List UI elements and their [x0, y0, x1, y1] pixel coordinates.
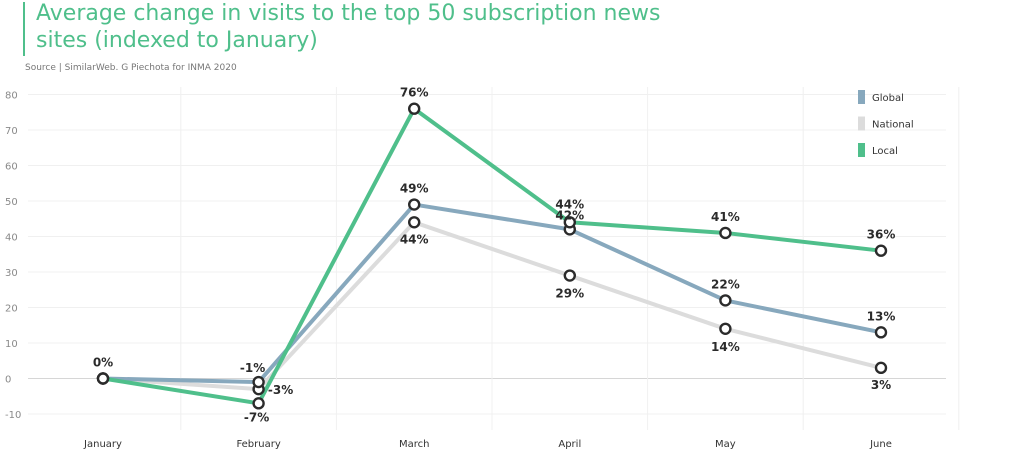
y-tick-label: 30 [5, 268, 18, 279]
series-line-global [101, 202, 883, 385]
legend-label-local: Local [872, 146, 898, 157]
data-label-global: 13% [867, 309, 896, 323]
data-point-global [874, 326, 888, 339]
data-label-local: 0% [93, 356, 113, 370]
data-points [96, 102, 888, 410]
series-lines [101, 106, 883, 406]
data-label-national: 29% [555, 287, 584, 301]
y-tick-label: 80 [5, 91, 18, 102]
source-note: Source | SimilarWeb. G Piechota for INMA… [25, 63, 237, 73]
data-point-local [408, 102, 421, 115]
data-label-local: 76% [400, 86, 429, 100]
chart-title: Average change in visits to the top 50 s… [36, 1, 661, 53]
data-point-local [719, 226, 732, 240]
y-tick-label: 70 [5, 126, 18, 137]
title-accent-bar [23, 2, 25, 56]
data-point-national [719, 322, 732, 335]
x-tick-label: June [869, 439, 892, 450]
y-tick-label: 20 [5, 304, 18, 315]
data-labels: -3% 44% 29% 14% 3% -1% 49% 42% 22% 13% 0% -7% 76% 44%… [93, 86, 896, 425]
x-tick-label: January [83, 439, 122, 450]
data-label-national: -3% [268, 383, 293, 397]
legend-label-national: National [872, 120, 914, 131]
legend-swatch-national [858, 116, 865, 131]
data-label-local: -7% [244, 410, 269, 424]
data-point-national [563, 269, 576, 282]
y-tick-label: 0 [5, 375, 11, 386]
data-point-local [252, 397, 265, 410]
data-label-national: 14% [711, 340, 740, 354]
y-tick-label: 60 [5, 162, 18, 173]
x-tick-label: February [236, 439, 280, 450]
x-tick-label: May [715, 439, 736, 450]
data-label-global: 49% [400, 182, 429, 196]
data-label-local: 36% [867, 228, 896, 242]
x-tick-label: March [399, 439, 429, 450]
series-line-national [101, 220, 883, 392]
data-point-local [874, 244, 888, 257]
data-label-global: 42% [555, 208, 584, 222]
data-point-global [719, 294, 732, 307]
data-label-local: 41% [711, 210, 740, 224]
data-point-national [408, 216, 421, 229]
y-tick-label: 50 [5, 197, 18, 208]
data-point-global [252, 375, 265, 389]
y-tick-label: 10 [5, 339, 18, 350]
x-tick-label: April [558, 439, 581, 450]
data-label-local: 44% [555, 197, 584, 211]
legend-label-global: Global [872, 93, 904, 104]
data-label-global: 22% [711, 277, 740, 291]
series-line-local [101, 106, 883, 406]
y-tick-label: -10 [5, 410, 21, 421]
data-point-local [563, 216, 576, 229]
data-label-national: 44% [400, 232, 429, 246]
data-label-global: -1% [240, 361, 265, 375]
data-point-local [96, 372, 110, 385]
y-tick-label: 40 [5, 233, 18, 244]
grid-lines [28, 87, 960, 430]
data-point-global [408, 198, 421, 211]
legend-swatch-global [858, 90, 865, 104]
data-label-national: 3% [871, 378, 891, 392]
x-axis: January February March April May June [83, 439, 892, 450]
data-point-national [874, 361, 888, 375]
y-axis: -10 0 10 20 30 40 50 60 70 80 [5, 91, 21, 422]
legend-swatch-local [858, 143, 865, 157]
legend: Global National Local [858, 90, 914, 157]
